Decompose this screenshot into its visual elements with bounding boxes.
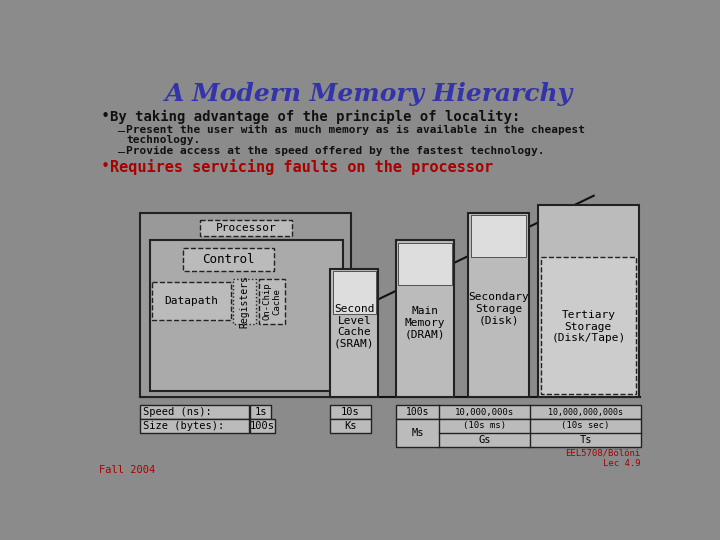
Bar — [333, 271, 376, 314]
Text: –: – — [118, 125, 125, 138]
Text: 10,000,000,000s: 10,000,000,000s — [548, 408, 623, 416]
Text: Present the user with as much memory as is available in the cheapest: Present the user with as much memory as … — [127, 125, 585, 135]
Bar — [250, 405, 271, 419]
Text: •: • — [101, 159, 110, 174]
Bar — [152, 282, 231, 320]
Text: technology.: technology. — [127, 135, 201, 145]
Text: Ms: Ms — [411, 428, 423, 438]
Text: A Modern Memory Hierarchy: A Modern Memory Hierarchy — [165, 82, 573, 106]
Bar — [398, 242, 452, 285]
Text: Control: Control — [202, 253, 255, 266]
Bar — [330, 405, 371, 419]
Text: Ts: Ts — [580, 435, 592, 445]
Bar — [200, 220, 292, 236]
Bar — [396, 405, 641, 419]
Text: Second
Level
Cache
(SRAM): Second Level Cache (SRAM) — [334, 304, 374, 349]
Text: 10s: 10s — [341, 407, 360, 417]
Text: Provide access at the speed offered by the fastest technology.: Provide access at the speed offered by t… — [127, 146, 545, 156]
Bar — [233, 279, 256, 323]
Bar — [140, 213, 351, 397]
Text: By taking advantage of the principle of locality:: By taking advantage of the principle of … — [110, 110, 521, 124]
Bar — [140, 405, 249, 419]
Bar — [471, 215, 526, 257]
Text: 100s: 100s — [250, 421, 274, 431]
Bar — [140, 419, 249, 433]
Bar — [468, 213, 528, 397]
Bar — [396, 240, 454, 397]
Text: Datapath: Datapath — [165, 296, 219, 306]
Text: Main
Memory
(DRAM): Main Memory (DRAM) — [405, 306, 445, 339]
Bar — [330, 419, 371, 433]
Text: 1s: 1s — [254, 407, 266, 417]
Text: 10,000,000s: 10,000,000s — [455, 408, 514, 416]
Text: Requires servicing faults on the processor: Requires servicing faults on the process… — [110, 159, 493, 175]
Bar — [259, 279, 285, 323]
Text: Processor: Processor — [215, 223, 276, 233]
Bar — [150, 240, 343, 390]
Text: EEL5708/Bölöni
Lec 4.9: EEL5708/Bölöni Lec 4.9 — [565, 449, 640, 468]
Text: Registers: Registers — [239, 275, 249, 328]
Bar — [330, 269, 378, 397]
Text: 100s: 100s — [405, 407, 429, 417]
Bar — [183, 248, 274, 271]
Text: Gs: Gs — [478, 435, 491, 445]
Text: –: – — [118, 146, 125, 159]
Text: Ks: Ks — [344, 421, 356, 431]
Text: Size (bytes):: Size (bytes): — [143, 421, 224, 431]
Text: (10s sec): (10s sec) — [562, 421, 610, 430]
Text: •: • — [101, 110, 110, 124]
Text: Fall 2004: Fall 2004 — [99, 465, 156, 475]
Text: On-Chip
Cache: On-Chip Cache — [262, 282, 282, 320]
Text: Tertiary
Storage
(Disk/Tape): Tertiary Storage (Disk/Tape) — [552, 310, 626, 343]
Bar — [541, 257, 636, 394]
Text: Secondary
Storage
(Disk): Secondary Storage (Disk) — [468, 292, 528, 326]
Bar — [538, 205, 639, 397]
Bar — [250, 419, 275, 433]
Text: Speed (ns):: Speed (ns): — [143, 407, 212, 417]
Bar — [396, 419, 641, 447]
Text: (10s ms): (10s ms) — [463, 421, 506, 430]
